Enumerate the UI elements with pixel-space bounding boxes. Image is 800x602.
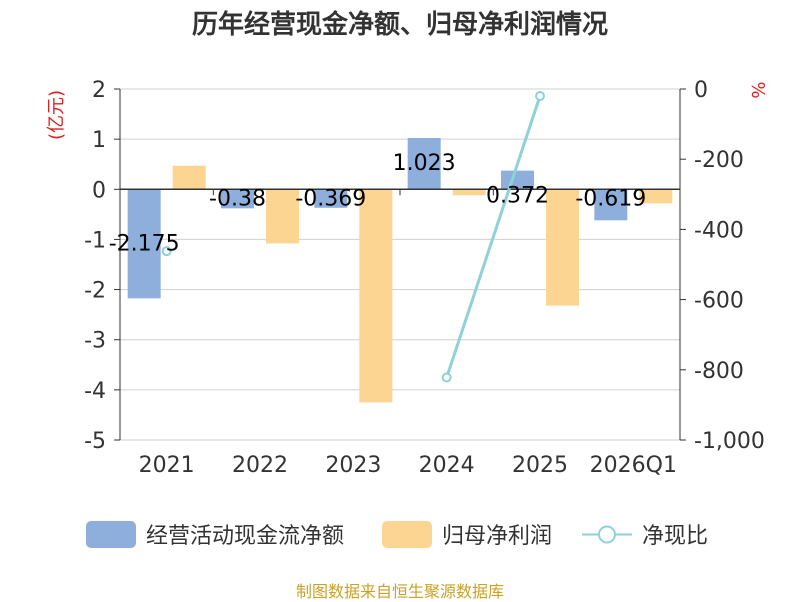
y-right-tick-label: 0: [694, 78, 708, 103]
data-label: -0.38: [209, 186, 266, 211]
ratio-point: [441, 372, 452, 383]
data-label: -0.619: [575, 186, 646, 211]
bar-cash-flow: [407, 137, 441, 190]
legend-swatch-net-profit: [382, 520, 432, 548]
data-label: -0.369: [295, 186, 366, 211]
legend-swatch-cash-flow: [86, 520, 136, 548]
legend-label-ratio: 净现比: [642, 524, 709, 549]
y-left-tick-label: -1: [84, 228, 106, 253]
y-right-tick-label: -600: [694, 289, 744, 314]
y-left-tick-label: -5: [84, 429, 106, 454]
legend-line-icon: [582, 525, 632, 543]
legend-item-cash-flow[interactable]: 经营活动现金流净额: [86, 518, 344, 550]
y-left-axis-label: (亿元): [46, 90, 67, 140]
data-labels: -2.175 -0.38 -0.369 1.023 0.372 -0.619: [109, 151, 647, 256]
y-right-tick-label: -1,000: [694, 429, 765, 454]
y-right-axis-label: %: [747, 81, 768, 98]
y-left-tick-label: 2: [92, 78, 106, 103]
y-left-tick-label: -4: [84, 379, 106, 404]
bar-net-profit: [452, 189, 486, 196]
legend-label-net-profit: 归母净利润: [442, 524, 553, 549]
y-right-tick-label: -200: [694, 148, 744, 173]
legend-label-cash-flow: 经营活动现金流净额: [146, 524, 345, 549]
y-right-tick-label: -400: [694, 218, 744, 243]
bar-net-profit: [172, 165, 206, 190]
x-tick-label: 2026Q1: [590, 453, 677, 478]
x-tick-label: 2025: [512, 453, 568, 478]
bars: [127, 137, 673, 403]
ratio-point: [161, 246, 172, 257]
legend-item-net-profit[interactable]: 归母净利润: [382, 518, 552, 550]
y-left-tick-label: 0: [92, 178, 106, 203]
x-tick-label: 2021: [139, 453, 195, 478]
bar-cash-flow: [314, 189, 348, 208]
axes: [114, 88, 686, 441]
ratio-point: [535, 91, 545, 102]
bar-net-profit: [546, 189, 579, 306]
x-tick-label: 2022: [232, 453, 288, 478]
grid-lines: [120, 88, 680, 441]
legend-item-ratio[interactable]: 净现比: [582, 518, 708, 550]
data-label: 1.023: [393, 151, 456, 176]
ratio-line-series: [161, 91, 545, 383]
y-right-tick-label: -800: [694, 359, 744, 384]
data-label: 0.372: [486, 184, 549, 209]
source-note: 制图数据来自恒生聚源数据库: [295, 582, 504, 601]
bar-cash-flow: [127, 189, 161, 299]
y-left-tick-label: -3: [84, 329, 106, 354]
bar-net-profit: [359, 189, 393, 403]
tick-labels: 2 1 0 -1 -2 -3 -4 -5 0 -200 -400 -600 -800 -1,000 2021…: [46, 78, 768, 478]
x-tick-label: 2024: [419, 453, 475, 478]
y-left-tick-label: 1: [92, 128, 106, 153]
bar-net-profit: [266, 189, 299, 244]
bar-cash-flow: [594, 189, 628, 221]
data-label: -2.175: [109, 231, 180, 256]
chart-title: 历年经营现金净额、归母净利润情况: [191, 10, 608, 40]
bar-net-profit: [639, 189, 673, 204]
x-tick-label: 2023: [325, 453, 381, 478]
y-left-tick-label: -2: [84, 279, 106, 304]
bar-cash-flow: [221, 189, 254, 209]
ratio-line-segment: [445, 95, 542, 378]
